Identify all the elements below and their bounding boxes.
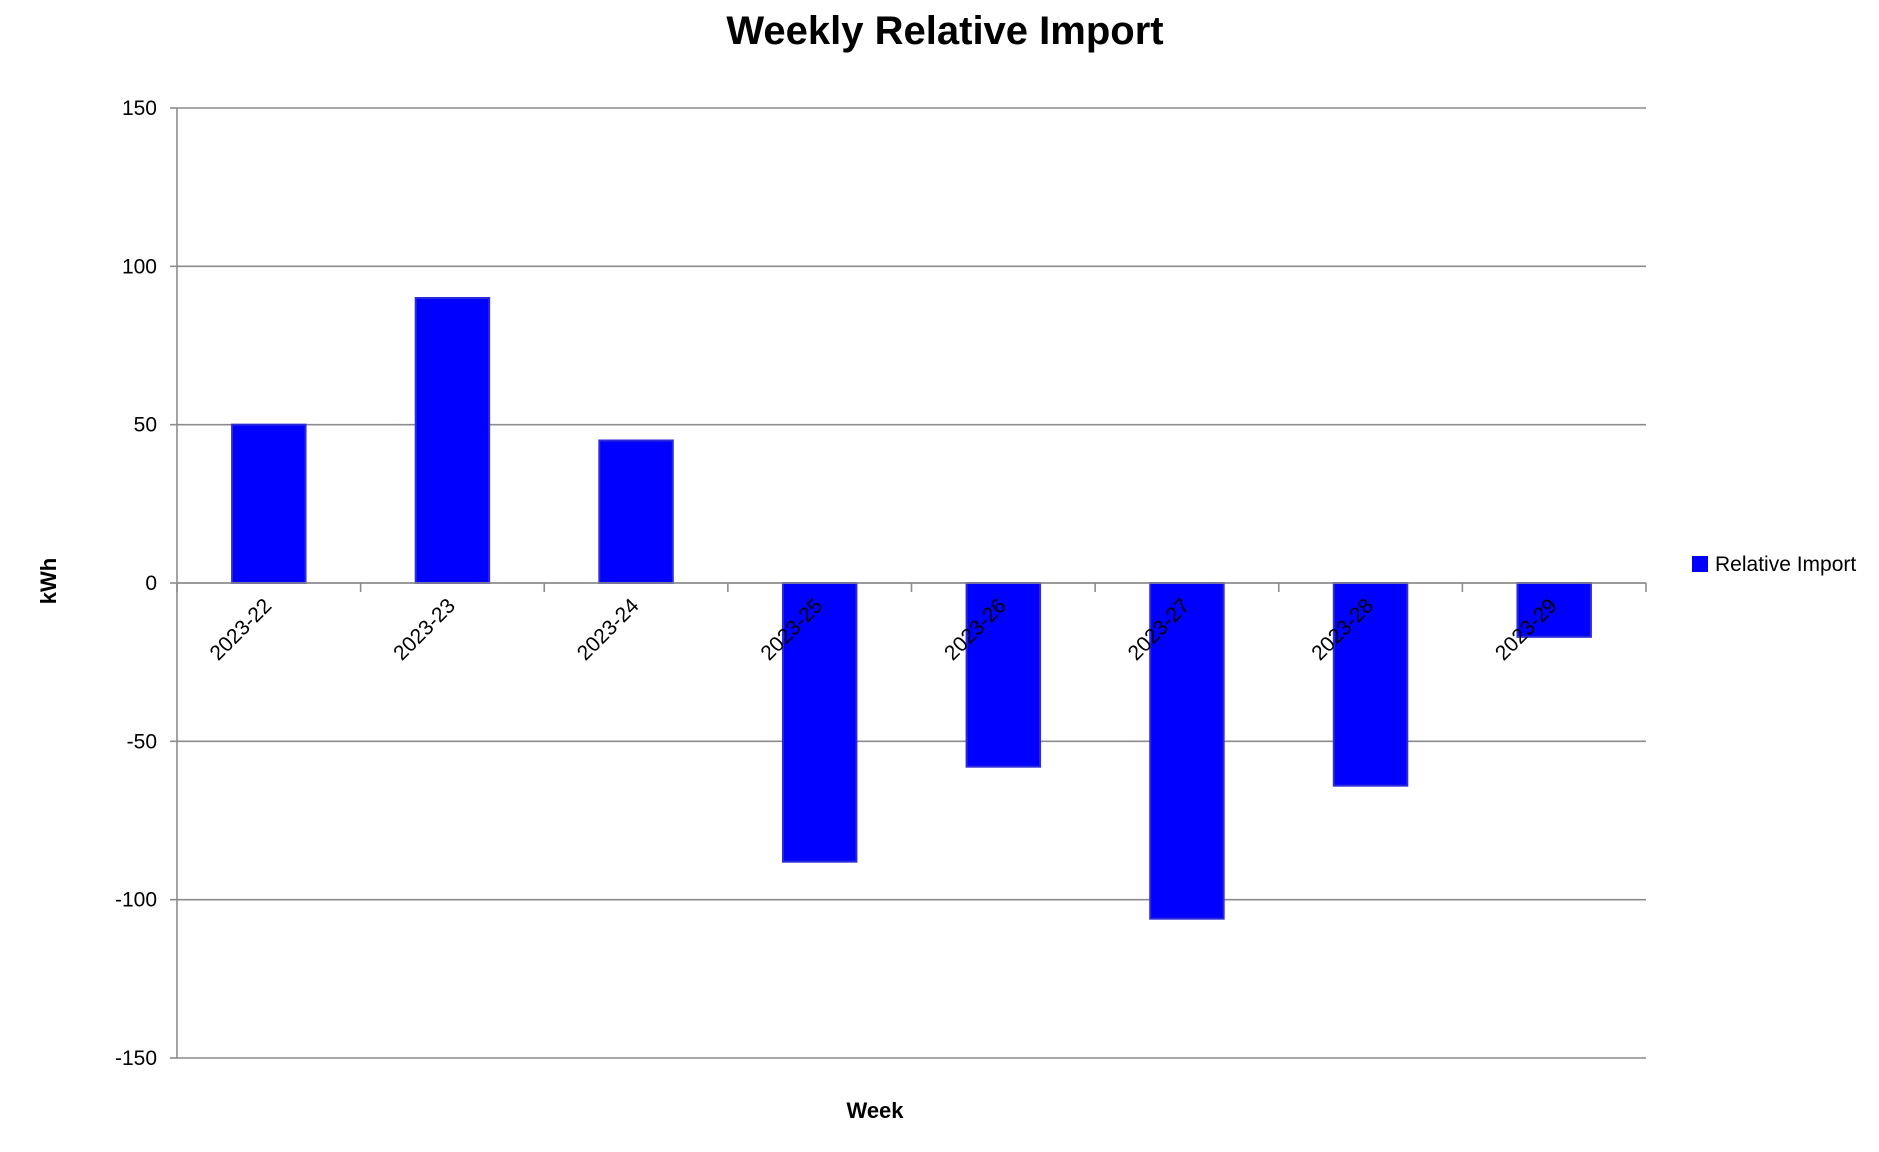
y-axis-title: kWh xyxy=(36,558,61,604)
bar-2023-26 xyxy=(965,582,1042,768)
y-tick-label: -150 xyxy=(115,1047,157,1070)
legend-swatch xyxy=(1692,556,1708,572)
x-axis-title: Week xyxy=(846,1098,904,1123)
bar-2023-23 xyxy=(414,297,491,584)
y-tick-label: 50 xyxy=(134,414,157,437)
x-tick-label: 2023-24 xyxy=(573,594,644,665)
y-tick-label: 150 xyxy=(122,97,157,120)
y-tick-labels: 150 100 50 0 -50 -100 -150 xyxy=(115,97,157,1070)
axes xyxy=(170,107,1647,1059)
chart-title: Weekly Relative Import xyxy=(726,9,1163,53)
bar-2023-25 xyxy=(781,582,858,863)
bar-2023-28 xyxy=(1332,582,1409,787)
bar-2023-29 xyxy=(1516,582,1592,638)
legend-label: Relative Import xyxy=(1715,553,1856,576)
y-tick-label: -100 xyxy=(115,889,157,912)
y-tick-label: 100 xyxy=(122,255,157,278)
legend: Relative Import xyxy=(1692,553,1856,576)
bars xyxy=(231,297,1592,920)
x-tick-label: 2023-22 xyxy=(206,594,277,665)
y-tick-label: 0 xyxy=(145,572,157,595)
bar-2023-27 xyxy=(1149,582,1225,920)
bar-2023-24 xyxy=(598,439,674,584)
bar-2023-22 xyxy=(231,423,307,584)
y-tick-label: -50 xyxy=(127,730,157,753)
x-tick-label: 2023-23 xyxy=(389,594,460,665)
